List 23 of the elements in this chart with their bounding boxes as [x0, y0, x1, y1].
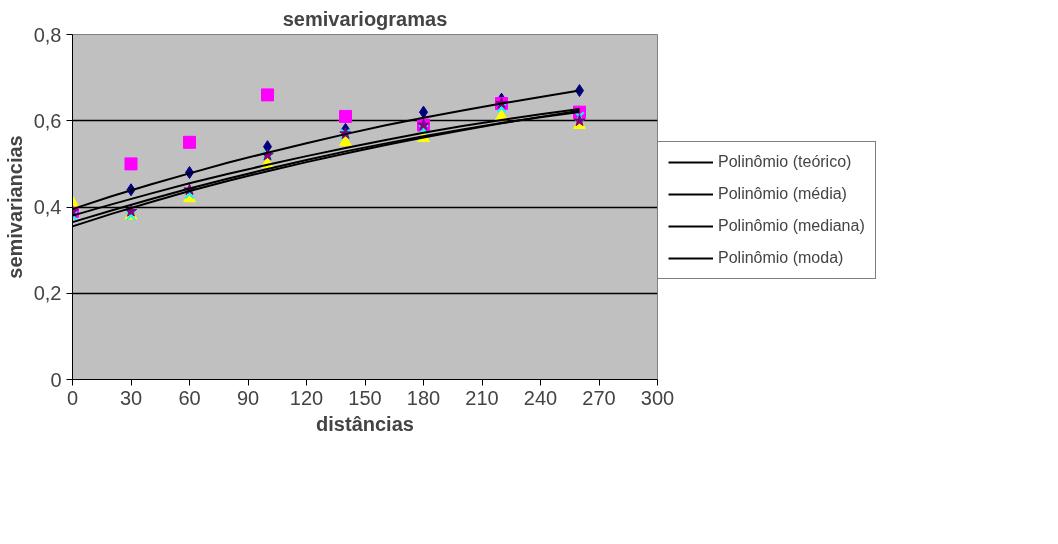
- x-tick-label: 300: [640, 386, 675, 409]
- y-axis-title: semivariancias: [3, 135, 26, 279]
- y-tick-label: 0,6: [33, 109, 62, 132]
- legend-label: Polinômio (moda): [718, 249, 844, 267]
- x-tick-label: 0: [66, 386, 79, 409]
- x-tick-label: 120: [289, 386, 324, 409]
- x-axis-title: distâncias: [316, 412, 414, 435]
- y-tick-label: 0: [50, 368, 62, 391]
- x-tick-label: 210: [465, 386, 499, 409]
- y-tick-label: 0,2: [33, 282, 62, 305]
- y-tick-label: 0,4: [33, 196, 62, 218]
- legend-label: Polinômio (mediana): [718, 217, 865, 235]
- y-tick-label: 0,8: [33, 23, 62, 46]
- x-tick-label: 240: [523, 386, 558, 409]
- legend-label: Polinômio (média): [718, 185, 847, 203]
- x-tick-label: 90: [236, 386, 260, 409]
- x-tick-label: 30: [119, 386, 143, 409]
- x-tick-label: 150: [348, 386, 382, 409]
- chart-title: semivariogramas: [282, 7, 448, 30]
- x-tick-label: 60: [178, 386, 201, 409]
- legend-label: Polinômio (teórico): [718, 153, 852, 171]
- x-tick-label: 270: [582, 386, 616, 409]
- x-tick-label: 180: [406, 386, 441, 409]
